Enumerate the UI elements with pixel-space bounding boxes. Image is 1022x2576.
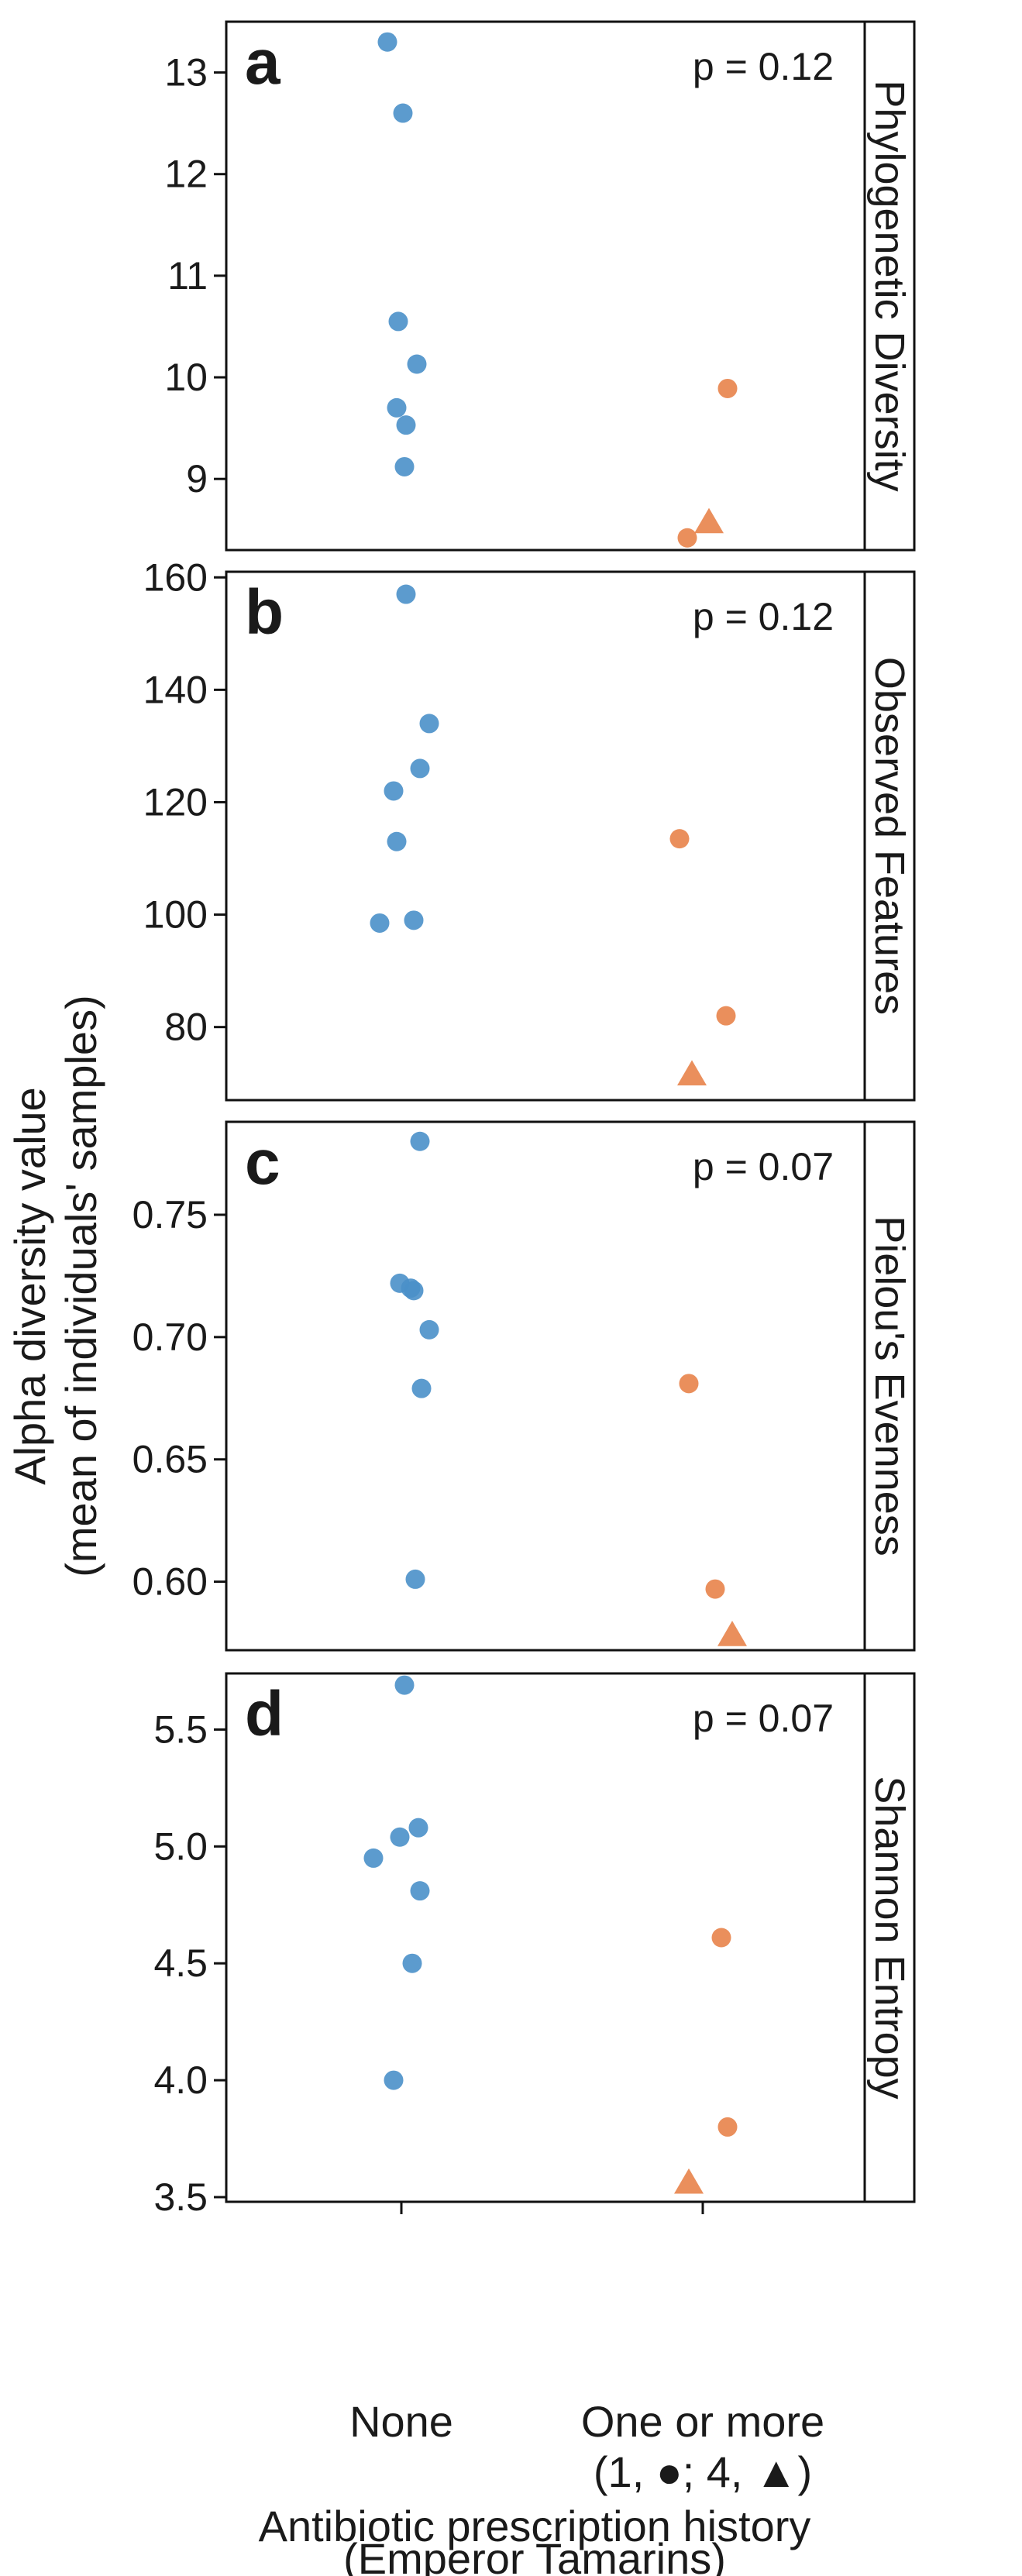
category-label-one-or-more: One or more <box>581 2397 824 2446</box>
facet-strip-a <box>863 20 916 552</box>
data-point <box>716 1006 736 1026</box>
y-axis-title-line1: Alpha diversity value <box>5 1087 54 1485</box>
facet-strip-label-a: Phylogenetic Diversity <box>866 80 913 491</box>
x-axis-title-line2: (Emperor Tamarins) <box>343 2534 726 2576</box>
data-point <box>404 910 424 930</box>
y-tick-label-c: 0.75 <box>132 1193 208 1236</box>
data-point <box>411 1378 432 1398</box>
data-point <box>404 1281 424 1301</box>
data-point <box>384 781 404 801</box>
data-point <box>679 1374 699 1394</box>
data-point <box>370 913 390 933</box>
y-tick-label-a: 12 <box>164 153 208 196</box>
y-tick-label-b: 100 <box>143 893 208 937</box>
p-value-c: p = 0.07 <box>693 1145 834 1188</box>
data-point <box>419 714 439 734</box>
data-point <box>363 1848 384 1868</box>
data-point <box>717 378 738 398</box>
y-tick-label-d: 3.5 <box>153 2175 208 2219</box>
data-point <box>669 829 690 849</box>
facet-strip-b <box>863 570 916 1102</box>
data-point <box>387 397 407 418</box>
y-tick-label-a: 13 <box>164 51 208 95</box>
facet-strip-label-b: Observed Features <box>866 657 913 1015</box>
data-point <box>711 1928 731 1948</box>
panel-frame-a <box>225 20 866 552</box>
y-tick-label-b: 80 <box>164 1006 208 1049</box>
y-axis-title-line2: (mean of individuals' samples) <box>57 995 105 1577</box>
y-tick-label-d: 4.0 <box>153 2058 208 2102</box>
y-tick-label-d: 5.0 <box>153 1825 208 1868</box>
data-point-triangle <box>674 2168 704 2194</box>
panel-letter-d: d <box>245 1679 284 1749</box>
x-axis-title-line1: Antibiotic prescription history <box>259 2502 811 2550</box>
data-point <box>387 831 407 851</box>
data-point <box>396 415 416 435</box>
data-point <box>410 1881 430 1901</box>
panel-frame-d <box>225 1672 866 2203</box>
panel-letter-b: b <box>245 577 284 648</box>
data-point <box>388 311 408 332</box>
y-tick-label-b: 120 <box>143 780 208 824</box>
y-tick-label-c: 0.65 <box>132 1438 208 1481</box>
data-point <box>408 1818 428 1838</box>
p-value-d: p = 0.07 <box>693 1697 834 1740</box>
data-point <box>410 1131 430 1151</box>
data-point <box>405 1569 425 1589</box>
p-value-a: p = 0.12 <box>693 45 834 88</box>
y-tick-label-c: 0.70 <box>132 1316 208 1359</box>
facet-strip-label-d: Shannon Entropy <box>866 1776 913 2099</box>
y-tick-label-d: 5.5 <box>153 1708 208 1751</box>
data-point-triangle <box>694 507 724 534</box>
data-point <box>394 456 415 476</box>
data-point <box>677 528 697 548</box>
panel-letter-c: c <box>245 1127 280 1198</box>
category-label-none: None <box>349 2397 453 2446</box>
data-point <box>717 2117 738 2137</box>
data-point <box>396 584 416 604</box>
facet-strip-d <box>863 1672 916 2203</box>
p-value-b: p = 0.12 <box>693 595 834 638</box>
y-tick-label-a: 11 <box>167 254 208 297</box>
data-point <box>402 1953 422 1973</box>
facet-strip-label-c: Pielou's Evenness <box>866 1216 913 1556</box>
y-tick-label-a: 9 <box>186 457 208 500</box>
data-point <box>419 1319 439 1340</box>
data-point <box>384 2070 404 2090</box>
data-point <box>390 1827 410 1847</box>
data-point <box>410 758 430 779</box>
data-point-triangle <box>717 1621 747 1646</box>
facet-strip-c <box>863 1120 916 1652</box>
data-point <box>407 354 427 374</box>
panels: Phylogenetic Diversity a p = 0.12 9 10 11 12 13… <box>132 20 916 2219</box>
y-tick-label-a: 10 <box>164 356 208 399</box>
data-point-triangle <box>677 1060 707 1086</box>
y-tick-label-c: 0.60 <box>132 1560 208 1604</box>
data-point <box>705 1579 725 1599</box>
data-point <box>394 1675 415 1695</box>
data-point <box>393 103 413 123</box>
y-tick-label-b: 160 <box>143 555 208 599</box>
category-sublabel: (1, ●; 4, ▲) <box>594 2447 812 2496</box>
y-tick-label-d: 4.5 <box>153 1941 208 1985</box>
panel-frame-b <box>225 570 866 1102</box>
y-tick-label-b: 140 <box>143 668 208 711</box>
data-point <box>377 32 397 52</box>
panel-letter-a: a <box>245 27 281 98</box>
panel-frame-c <box>225 1120 866 1652</box>
